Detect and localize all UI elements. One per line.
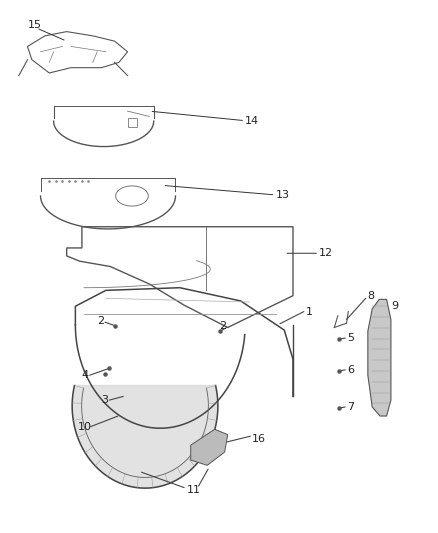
Text: 4: 4: [82, 370, 89, 380]
Polygon shape: [72, 385, 218, 488]
Text: 8: 8: [367, 290, 374, 301]
Text: 9: 9: [391, 301, 398, 311]
Text: 6: 6: [347, 365, 354, 375]
Polygon shape: [368, 300, 391, 416]
Text: 12: 12: [319, 248, 333, 259]
Text: 13: 13: [276, 190, 290, 200]
Text: 10: 10: [78, 422, 92, 432]
Text: 11: 11: [186, 485, 200, 495]
Polygon shape: [191, 429, 228, 465]
Text: 2: 2: [219, 321, 226, 331]
Text: 1: 1: [306, 306, 313, 317]
Text: 16: 16: [252, 434, 265, 444]
Text: 15: 15: [28, 20, 42, 30]
Bar: [127, 117, 137, 127]
Text: 3: 3: [102, 395, 109, 405]
Text: 5: 5: [347, 333, 354, 343]
Text: 7: 7: [347, 402, 354, 412]
Text: 2: 2: [97, 316, 104, 326]
Text: 14: 14: [245, 116, 259, 126]
